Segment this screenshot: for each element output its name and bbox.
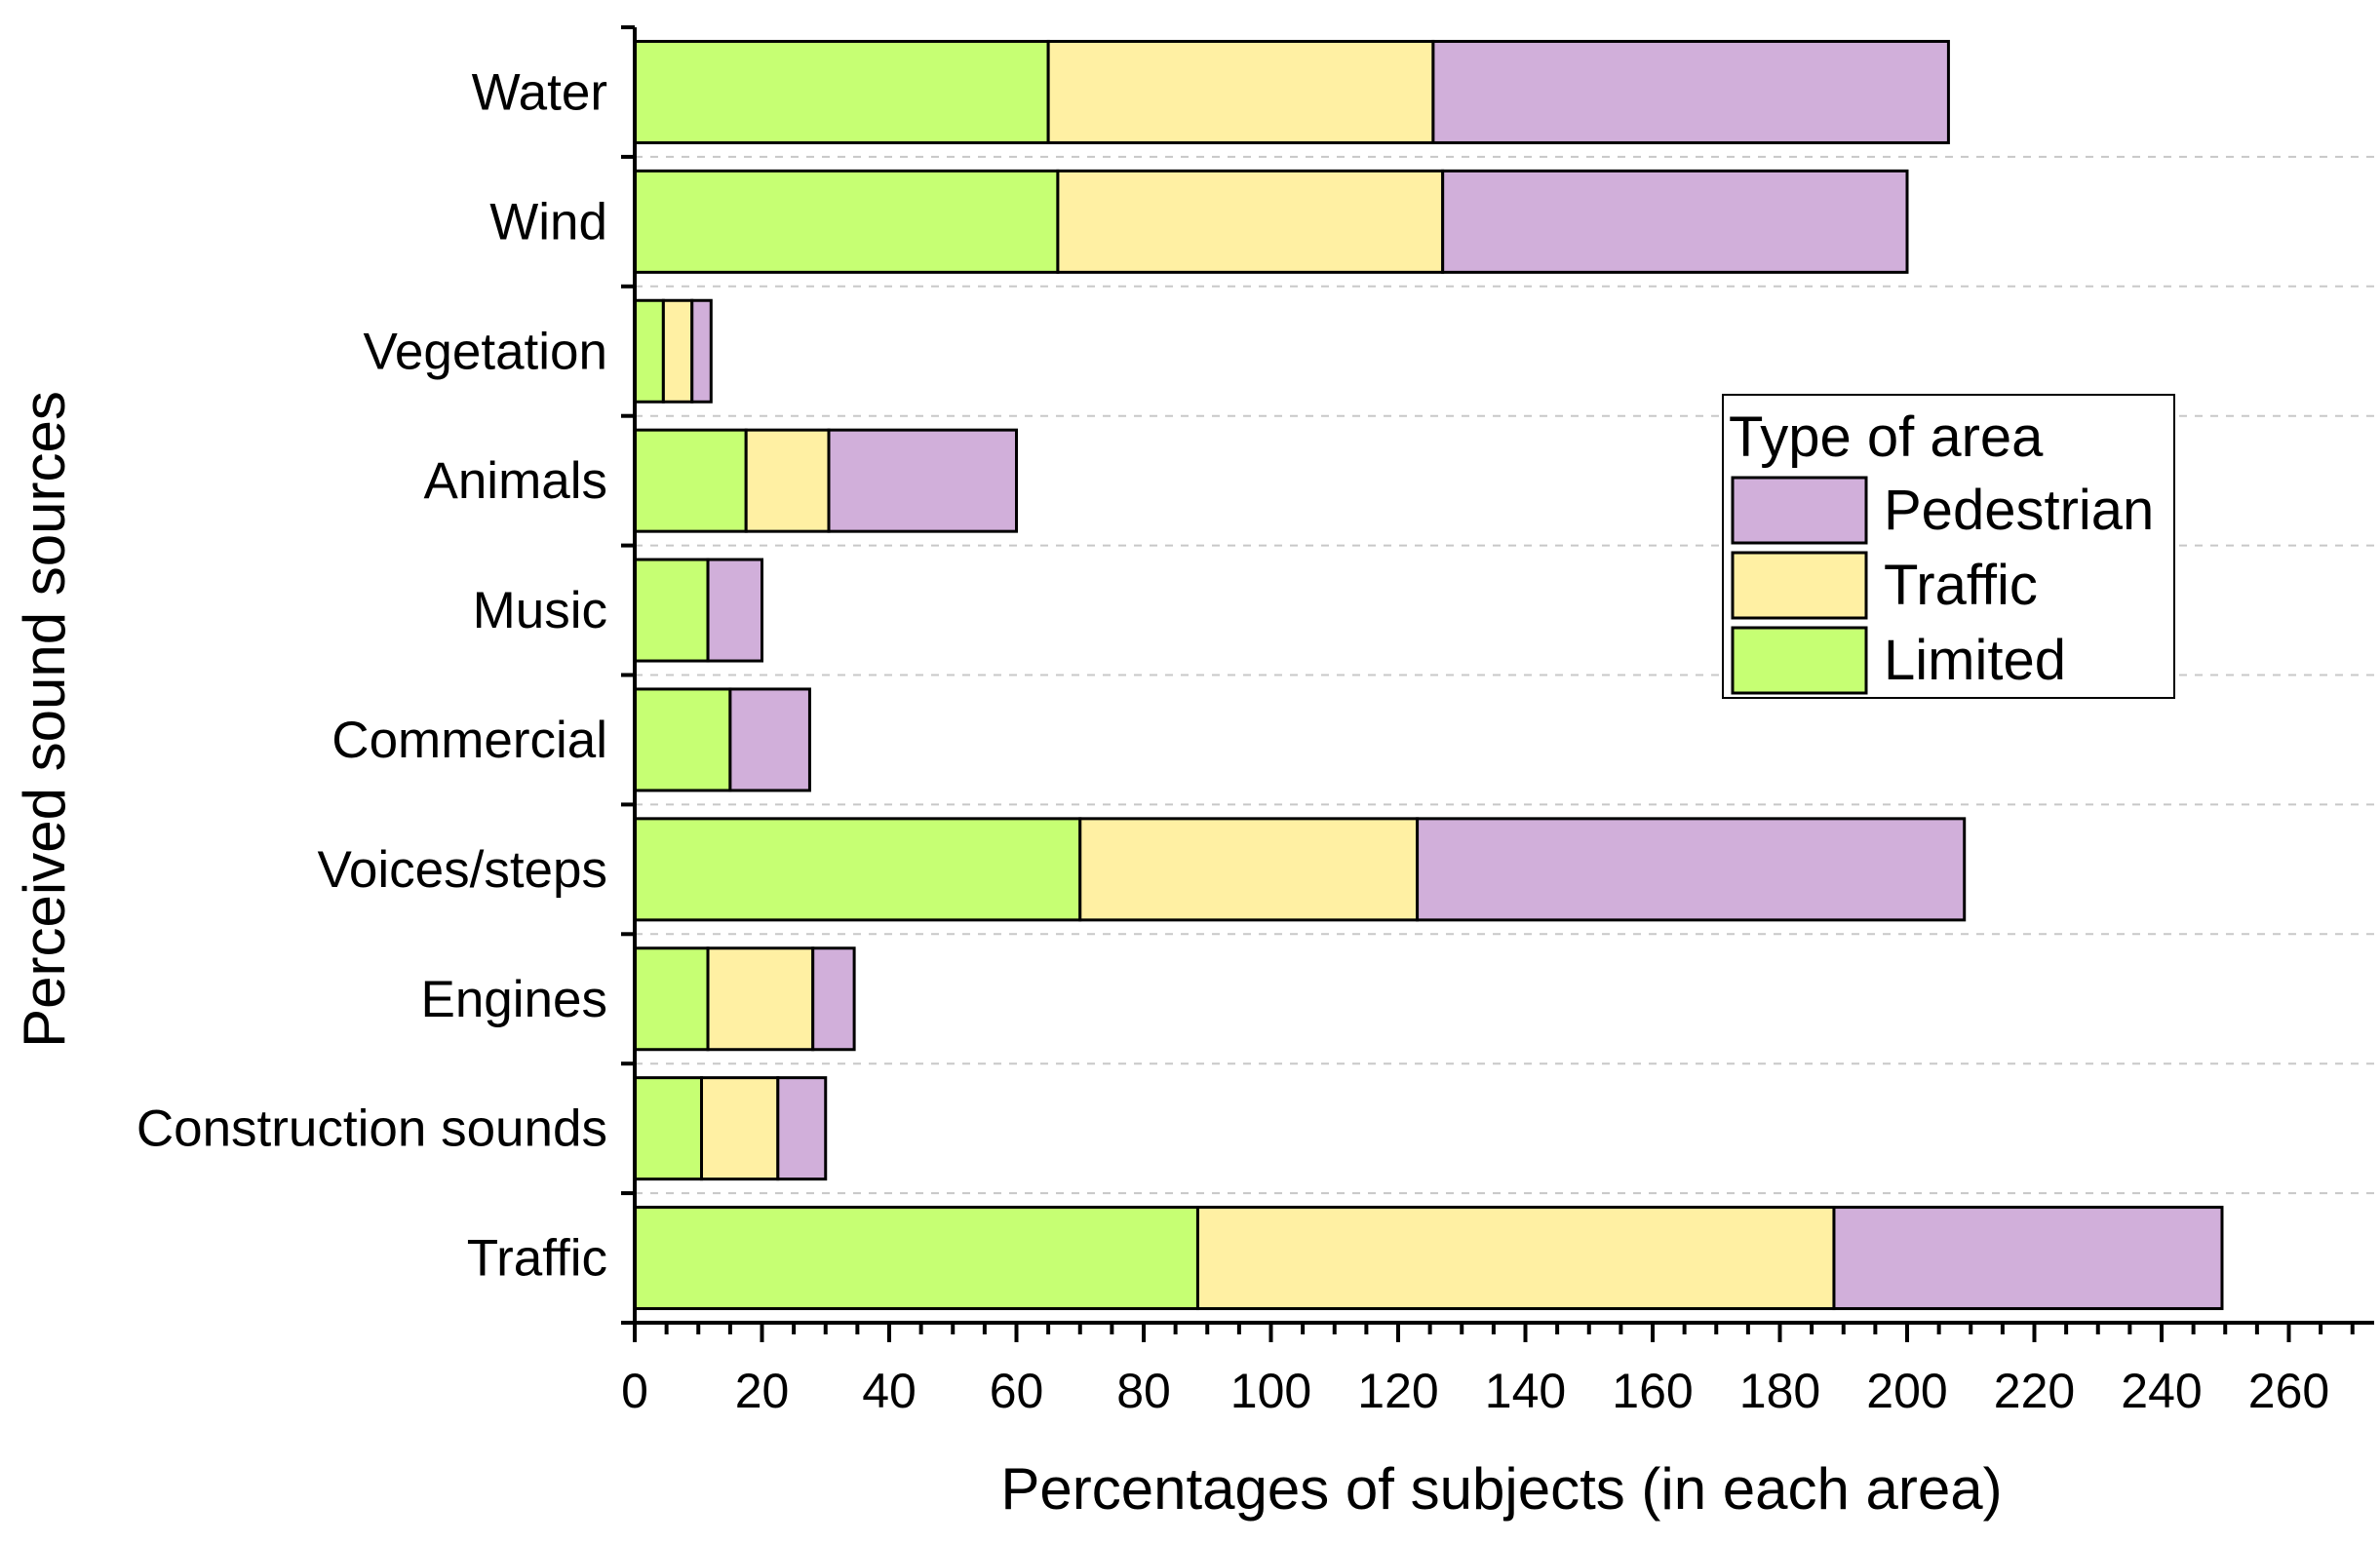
bar-pedestrian-water [1431,39,1950,144]
bar-traffic-water [1046,39,1435,144]
bar-limited-vegetation [633,298,665,404]
category-label: Water [472,63,607,121]
y-axis-title: Perceived sound sources [12,391,77,1048]
bar-traffic-animals [744,428,831,533]
category-label: Vegetation [363,323,607,380]
x-axis-title: Percentages of subjects (in each area) [1000,1456,2002,1522]
x-tick-label: 200 [1866,1364,1947,1418]
legend-label-traffic: Traffic [1884,554,2038,617]
bar-limited-animals [633,428,748,533]
bar-pedestrian-animals [827,428,1019,533]
bar-pedestrian-construction-sounds [776,1076,828,1181]
bar-pedestrian-engines [811,946,856,1052]
x-tick-label: 180 [1739,1364,1820,1418]
bar-traffic-construction-sounds [700,1076,780,1181]
x-tick-label: 220 [1994,1364,2075,1418]
bar-pedestrian-traffic [1832,1206,2224,1311]
axes [621,25,2374,1342]
bar-traffic-wind [1056,169,1445,274]
legend-label-limited: Limited [1884,629,2066,692]
bar-limited-wind [633,169,1060,274]
bar-traffic-traffic [1195,1206,1836,1311]
bar-pedestrian-commercial [728,687,811,792]
x-tick-label: 60 [990,1364,1044,1418]
category-labels: Water Wind Vegetation Animals Music Commercia… [137,63,607,1287]
x-tick-labels: 0 20 40 60 80 100 120 140 160 180 200 220 240 260 [621,1364,2329,1418]
x-tick-label: 260 [2248,1364,2329,1418]
x-tick-label: 100 [1230,1364,1311,1418]
category-label: Commercial [332,712,607,769]
x-tick-label: 40 [862,1364,917,1418]
bar-limited-engines [633,946,710,1052]
bar-limited-commercial [633,687,732,792]
legend: Type of area Pedestrian Traffic Limited [1722,394,2175,699]
category-label: Engines [420,971,607,1028]
bar-pedestrian-music [706,558,763,663]
x-tick-label: 20 [735,1364,790,1418]
x-tick-label: 240 [2121,1364,2202,1418]
category-label: Music [473,582,607,639]
category-label: Traffic [467,1230,607,1288]
category-label: Construction sounds [137,1100,607,1158]
bar-pedestrian-voices-steps [1416,817,1967,922]
category-label: Animals [423,452,607,510]
bar-limited-construction-sounds [633,1076,704,1181]
bar-limited-water [633,39,1050,144]
bar-pedestrian-wind [1441,169,1909,274]
x-tick-label: 140 [1485,1364,1566,1418]
legend-label-pedestrian: Pedestrian [1884,479,2154,542]
bar-limited-music [633,558,710,663]
legend-title: Type of area [1729,405,2044,469]
bar-pedestrian-vegetation [690,298,713,404]
legend-swatch-pedestrian [1731,476,1868,545]
legend-swatch-traffic [1731,551,1868,620]
legend-swatch-limited [1731,626,1868,695]
x-tick-label: 80 [1116,1364,1171,1418]
bar-traffic-vegetation [661,298,694,404]
bar-traffic-engines [706,946,815,1052]
category-label: Voices/steps [317,841,607,899]
x-tick-label: 0 [621,1364,648,1418]
x-tick-label: 160 [1612,1364,1693,1418]
bars [633,39,2224,1311]
bar-limited-voices-steps [633,817,1082,922]
category-label: Wind [489,193,607,251]
bar-traffic-voices-steps [1078,817,1420,922]
bar-limited-traffic [633,1206,1199,1311]
x-tick-label: 120 [1357,1364,1438,1418]
